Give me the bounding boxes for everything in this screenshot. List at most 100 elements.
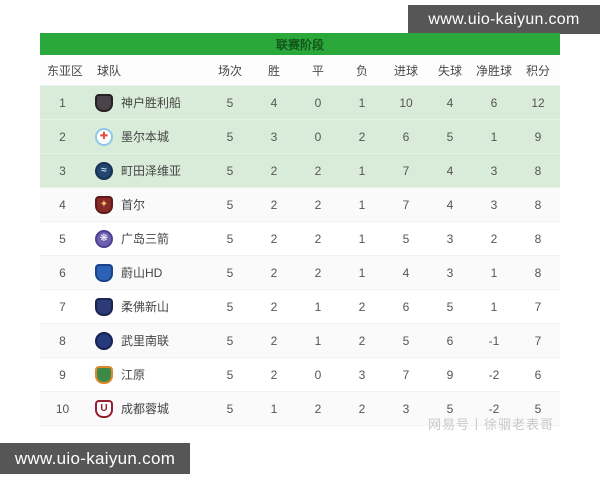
table-row[interactable]: 6 蔚山HD 5 2 2 1 4 3 1 8 [40, 256, 560, 290]
goals-against-cell: 5 [446, 299, 454, 314]
goal-diff-cell: 1 [490, 129, 498, 144]
points-cell: 8 [534, 231, 542, 246]
table-row[interactable]: 1 神户胜利船 5 4 0 1 10 4 6 12 [40, 86, 560, 120]
goals-for-cell: 5 [402, 333, 410, 348]
team-name: 柔佛新山 [121, 300, 170, 314]
rank-cell: 3 [59, 163, 66, 178]
team-logo-icon [95, 365, 113, 384]
goals-for-cell: 4 [402, 265, 410, 280]
team-cell[interactable]: 神户胜利船 [85, 93, 208, 112]
bottom-url-banner: www.uio-kaiyun.com [0, 443, 190, 474]
draws-cell: 2 [314, 163, 322, 178]
team-name: 蔚山HD [121, 266, 163, 280]
team-logo-icon: ✦ [95, 195, 113, 214]
team-logo-icon [95, 297, 113, 316]
table-row[interactable]: 10 U 成都蓉城 5 1 2 2 3 5 -2 5 [40, 392, 560, 426]
table-row[interactable]: 8 武里南联 5 2 1 2 5 6 -1 7 [40, 324, 560, 358]
col-header-team: 球队 [97, 63, 122, 78]
table-header-row: 东亚区 球队 场次 胜 平 负 进球 失球 净胜球 积分 [40, 55, 560, 86]
draws-cell: 0 [314, 129, 322, 144]
goals-against-cell: 3 [446, 265, 454, 280]
wins-cell: 1 [270, 401, 278, 416]
team-cell[interactable]: 蔚山HD [85, 263, 208, 282]
goal-diff-cell: -2 [488, 401, 500, 416]
table-row[interactable]: 2 ✚ 墨尔本城 5 3 0 2 6 5 1 9 [40, 120, 560, 154]
points-cell: 8 [534, 163, 542, 178]
team-name: 神户胜利船 [121, 96, 182, 110]
draws-cell: 2 [314, 197, 322, 212]
goal-diff-cell: 1 [490, 265, 498, 280]
points-cell: 7 [534, 333, 542, 348]
table-row[interactable]: 5 ❋ 广岛三箭 5 2 2 1 5 3 2 8 [40, 222, 560, 256]
goals-for-cell: 3 [402, 401, 410, 416]
team-cell[interactable]: ✚ 墨尔本城 [85, 127, 208, 146]
points-cell: 5 [534, 401, 542, 416]
losses-cell: 1 [358, 163, 366, 178]
rank-cell: 8 [59, 333, 66, 348]
rank-cell: 9 [59, 367, 66, 382]
table-row[interactable]: 7 柔佛新山 5 2 1 2 6 5 1 7 [40, 290, 560, 324]
rank-cell: 10 [55, 401, 70, 416]
goals-against-cell: 6 [446, 333, 454, 348]
col-header-goals-against: 失球 [437, 63, 462, 78]
col-header-losses: 负 [355, 63, 368, 78]
team-name: 墨尔本城 [121, 130, 170, 144]
col-header-goal-diff: 净胜球 [475, 63, 512, 78]
wins-cell: 2 [270, 163, 278, 178]
goals-against-cell: 9 [446, 367, 454, 382]
rank-cell: 7 [59, 299, 66, 314]
team-cell[interactable]: 柔佛新山 [85, 297, 208, 316]
team-cell[interactable]: ❋ 广岛三箭 [85, 229, 208, 248]
team-cell[interactable]: 江原 [85, 365, 208, 384]
played-cell: 5 [226, 401, 234, 416]
table-body: 1 神户胜利船 5 4 0 1 10 4 6 12 2 ✚ 墨尔本城 5 3 0… [40, 86, 560, 426]
goals-for-cell: 6 [402, 299, 410, 314]
losses-cell: 2 [358, 401, 366, 416]
table-row[interactable]: 4 ✦ 首尔 5 2 2 1 7 4 3 8 [40, 188, 560, 222]
goals-for-cell: 6 [402, 129, 410, 144]
wins-cell: 2 [270, 299, 278, 314]
goals-against-cell: 4 [446, 163, 454, 178]
table-row[interactable]: 9 江原 5 2 0 3 7 9 -2 6 [40, 358, 560, 392]
goals-for-cell: 7 [402, 197, 410, 212]
team-cell[interactable]: U 成都蓉城 [85, 399, 208, 418]
goal-diff-cell: 6 [490, 95, 498, 110]
rank-cell: 2 [59, 129, 66, 144]
losses-cell: 2 [358, 129, 366, 144]
rank-cell: 5 [59, 231, 66, 246]
points-cell: 7 [534, 299, 542, 314]
goal-diff-cell: -1 [488, 333, 500, 348]
wins-cell: 2 [270, 197, 278, 212]
goal-diff-cell: 3 [490, 197, 498, 212]
goals-against-cell: 5 [446, 401, 454, 416]
played-cell: 5 [226, 95, 234, 110]
team-logo-icon: U [95, 399, 113, 418]
goals-against-cell: 4 [446, 197, 454, 212]
team-cell[interactable]: ✦ 首尔 [85, 195, 208, 214]
team-logo-icon: ✚ [95, 127, 113, 146]
league-table-card: 联赛阶段 东亚区 球队 场次 胜 平 负 进球 失球 净胜球 积分 1 神户胜利… [40, 33, 560, 426]
losses-cell: 1 [358, 95, 366, 110]
col-header-wins: 胜 [267, 63, 280, 78]
rank-cell: 6 [59, 265, 66, 280]
team-cell[interactable]: 武里南联 [85, 331, 208, 350]
draws-cell: 0 [314, 95, 322, 110]
goal-diff-cell: -2 [488, 367, 500, 382]
table-row[interactable]: 3 ≈ 町田泽维亚 5 2 2 1 7 4 3 8 [40, 154, 560, 188]
team-cell[interactable]: ≈ 町田泽维亚 [85, 161, 208, 180]
goals-for-cell: 5 [402, 231, 410, 246]
losses-cell: 3 [358, 367, 366, 382]
losses-cell: 2 [358, 333, 366, 348]
wins-cell: 2 [270, 231, 278, 246]
team-name: 首尔 [121, 198, 146, 212]
points-cell: 12 [531, 95, 545, 110]
played-cell: 5 [226, 163, 234, 178]
team-logo-icon: ≈ [95, 161, 113, 180]
top-url-text: www.uio-kaiyun.com [428, 10, 580, 28]
top-url-banner: www.uio-kaiyun.com [408, 5, 600, 34]
points-cell: 8 [534, 197, 542, 212]
col-header-goals-for: 进球 [393, 63, 418, 78]
goals-against-cell: 5 [446, 129, 454, 144]
draws-cell: 1 [314, 333, 322, 348]
